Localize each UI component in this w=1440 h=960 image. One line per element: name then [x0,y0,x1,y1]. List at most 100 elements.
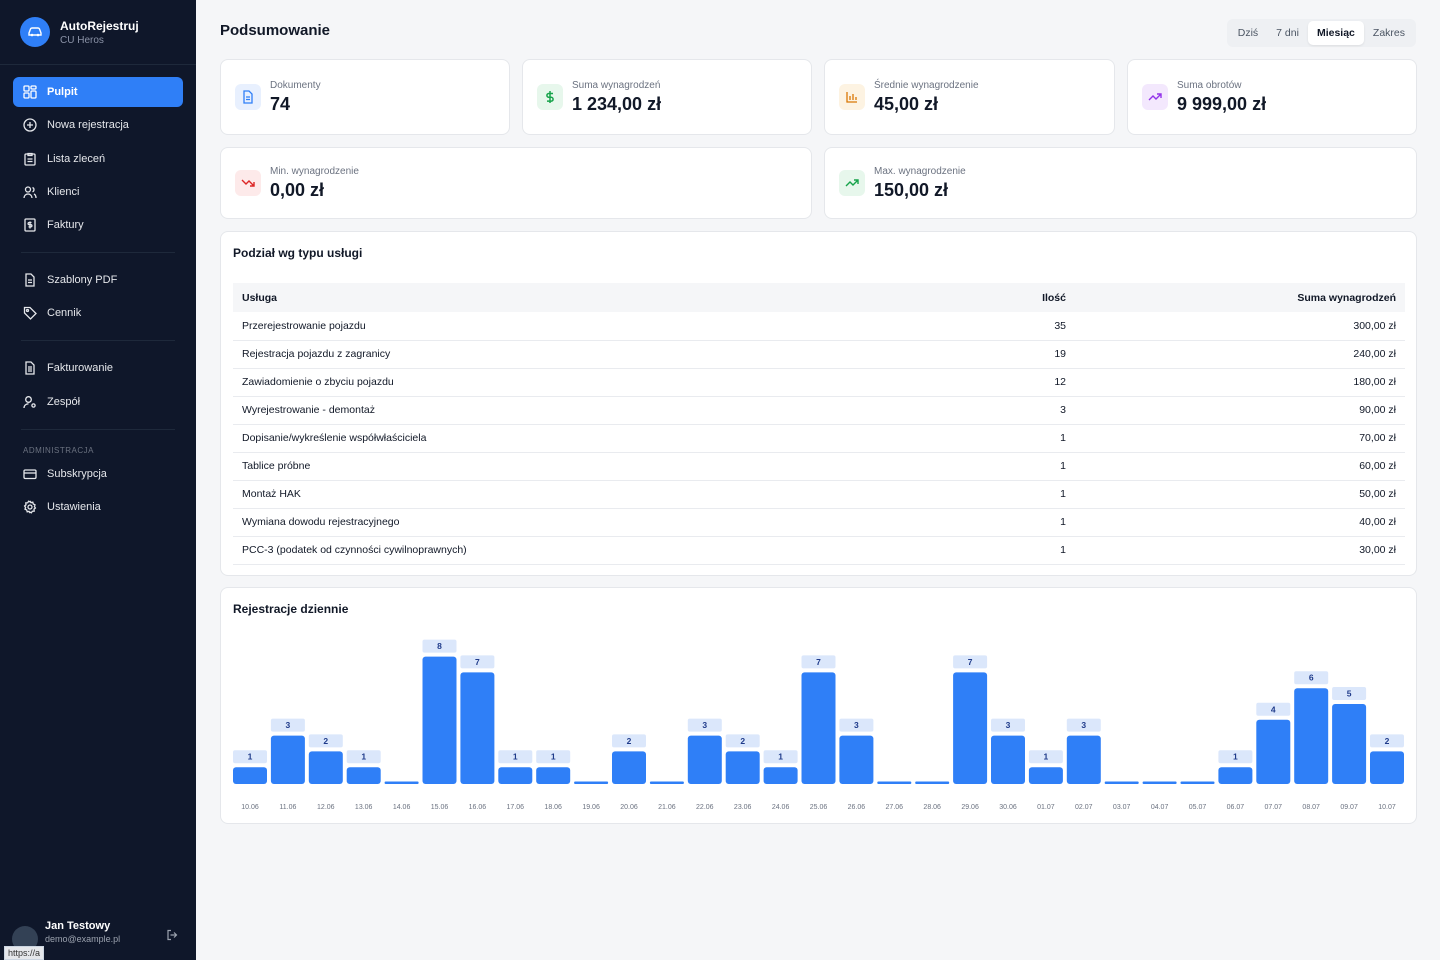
chart-bar[interactable] [1294,688,1329,784]
data-label-background [536,750,571,764]
data-label-background [687,718,722,732]
quantity-cell: 1 [945,424,1075,453]
sidebar-item-label: Subskrypcja [47,467,107,480]
page-title: Podsumowanie [220,22,331,39]
range-month-button[interactable]: Miesiąc [1307,21,1364,45]
data-label-background [763,750,798,764]
chart-bar[interactable] [1370,751,1404,784]
chart-bar[interactable] [460,672,495,784]
chart-bar[interactable] [1256,719,1291,784]
data-label: 3 [1081,720,1086,730]
x-tick-label: 30.06 [999,804,1017,811]
chart-bar[interactable] [1104,781,1139,785]
tag-icon [23,306,37,321]
x-tick-label: 20.06 [620,804,638,811]
sidebar-item-lista-zlecen[interactable]: Lista zleceń [13,144,183,174]
chart-bar[interactable] [536,767,571,784]
sidebar-item-faktury[interactable]: Faktury [13,210,183,240]
stat-label: Średnie wynagrodzenie [874,79,979,91]
chart-bar[interactable] [270,735,305,784]
chart-bar[interactable] [953,672,988,784]
settings-icon [23,500,37,514]
x-tick-label: 26.06 [848,804,866,811]
data-label: 2 [1385,736,1390,746]
sidebar-item-nowa-rejestracja[interactable]: Nowa rejestracja [13,110,183,140]
stat-label: Dokumenty [270,79,321,91]
salary-sum-cell: 40,00 zł [1075,508,1405,537]
chart-bar[interactable] [498,767,533,784]
chart-bar[interactable] [422,656,457,784]
range-custom-button[interactable]: Zakres [1372,27,1405,39]
data-label: 7 [816,657,821,667]
service-name-cell: Wymiana dowodu rejestracyjnego [233,508,945,537]
chart-bar[interactable] [308,751,343,784]
sidebar-item-klienci[interactable]: Klienci [13,177,183,207]
x-tick-label: 04.07 [1151,804,1169,811]
chart-bar[interactable] [384,781,419,785]
chart-bar[interactable] [612,751,646,784]
salary-sum-cell: 30,00 zł [1075,536,1405,565]
divider [21,340,175,342]
chart-bar[interactable] [649,781,684,785]
chart-bar[interactable] [687,735,722,784]
data-label: 7 [475,657,480,667]
chart-bar[interactable] [763,767,798,784]
chart-bar[interactable] [915,781,950,785]
sidebar: AutoRejestruj CU Heros Pulpit Nowa rejes… [0,0,196,960]
brand[interactable]: AutoRejestruj CU Heros [0,0,196,64]
sidebar-item-subskrypcja[interactable]: Subskrypcja [13,459,183,489]
chart-bar[interactable] [1218,767,1253,784]
salary-sum-cell: 90,00 zł [1075,396,1405,425]
quantity-cell: 19 [945,340,1075,369]
chart-bar[interactable] [725,751,760,784]
data-label: 4 [1271,704,1276,714]
chart-bar[interactable] [346,767,381,784]
data-label-background [308,734,343,748]
sidebar-item-szablony-pdf[interactable]: Szablony PDF [13,265,183,295]
divider [21,428,175,430]
range-today-button[interactable]: Dziś [1237,27,1259,39]
data-label-background [1294,671,1329,685]
dashboard-icon [23,85,37,99]
chart-bar[interactable] [1142,781,1177,785]
data-label: 2 [627,736,632,746]
chart-bar[interactable] [839,735,874,784]
x-tick-label: 29.06 [961,804,979,811]
chart-bar[interactable] [877,781,912,785]
sidebar-item-cennik[interactable]: Cennik [13,298,183,328]
range-7-days-button[interactable]: 7 dni [1276,27,1299,39]
quantity-cell: 12 [945,368,1075,397]
service-name-cell: Przerejestrowanie pojazdu [233,312,945,341]
sidebar-item-zespol[interactable]: Zespół [13,387,183,417]
sidebar-item-label: Cennik [47,307,82,320]
clipboard-icon [23,152,37,166]
user-profile[interactable]: Jan Testowy demo@example.pl [12,916,184,956]
column-header: Usługa [242,291,278,304]
quantity-cell: 35 [945,312,1075,341]
chart-bar[interactable] [233,767,267,784]
data-label-background [1332,687,1367,700]
stat-card-average-salary: Średnie wynagrodzenie 45,00 zł [824,59,1115,135]
stat-label: Suma obrotów [1177,79,1242,91]
x-tick-label: 18.06 [544,804,562,811]
chart-bar[interactable] [1180,781,1215,785]
data-label-background [1028,750,1063,764]
data-label: 3 [854,720,859,730]
x-tick-label: 27.06 [886,804,904,811]
x-tick-label: 25.06 [810,804,828,811]
chart-bar[interactable] [1066,735,1101,784]
service-name-cell: Rejestracja pojazdu z zagranicy [233,340,945,369]
chart-bar[interactable] [1028,767,1063,784]
chart-bar[interactable] [574,781,609,785]
chart-bar[interactable] [1332,704,1367,784]
sidebar-item-ustawienia[interactable]: Ustawienia [13,492,183,522]
stat-card-salary-sum: Suma wynagrodzeń 1 234,00 zł [522,59,812,135]
logout-icon[interactable] [166,928,178,946]
sidebar-item-fakturowanie[interactable]: Fakturowanie [13,353,183,383]
trending-up-icon [839,170,865,196]
sidebar-item-pulpit[interactable]: Pulpit [13,77,183,107]
divider [21,252,175,254]
chart-bar[interactable] [991,735,1025,784]
stat-value: 9 999,00 zł [1177,93,1267,114]
chart-bar[interactable] [801,672,836,784]
